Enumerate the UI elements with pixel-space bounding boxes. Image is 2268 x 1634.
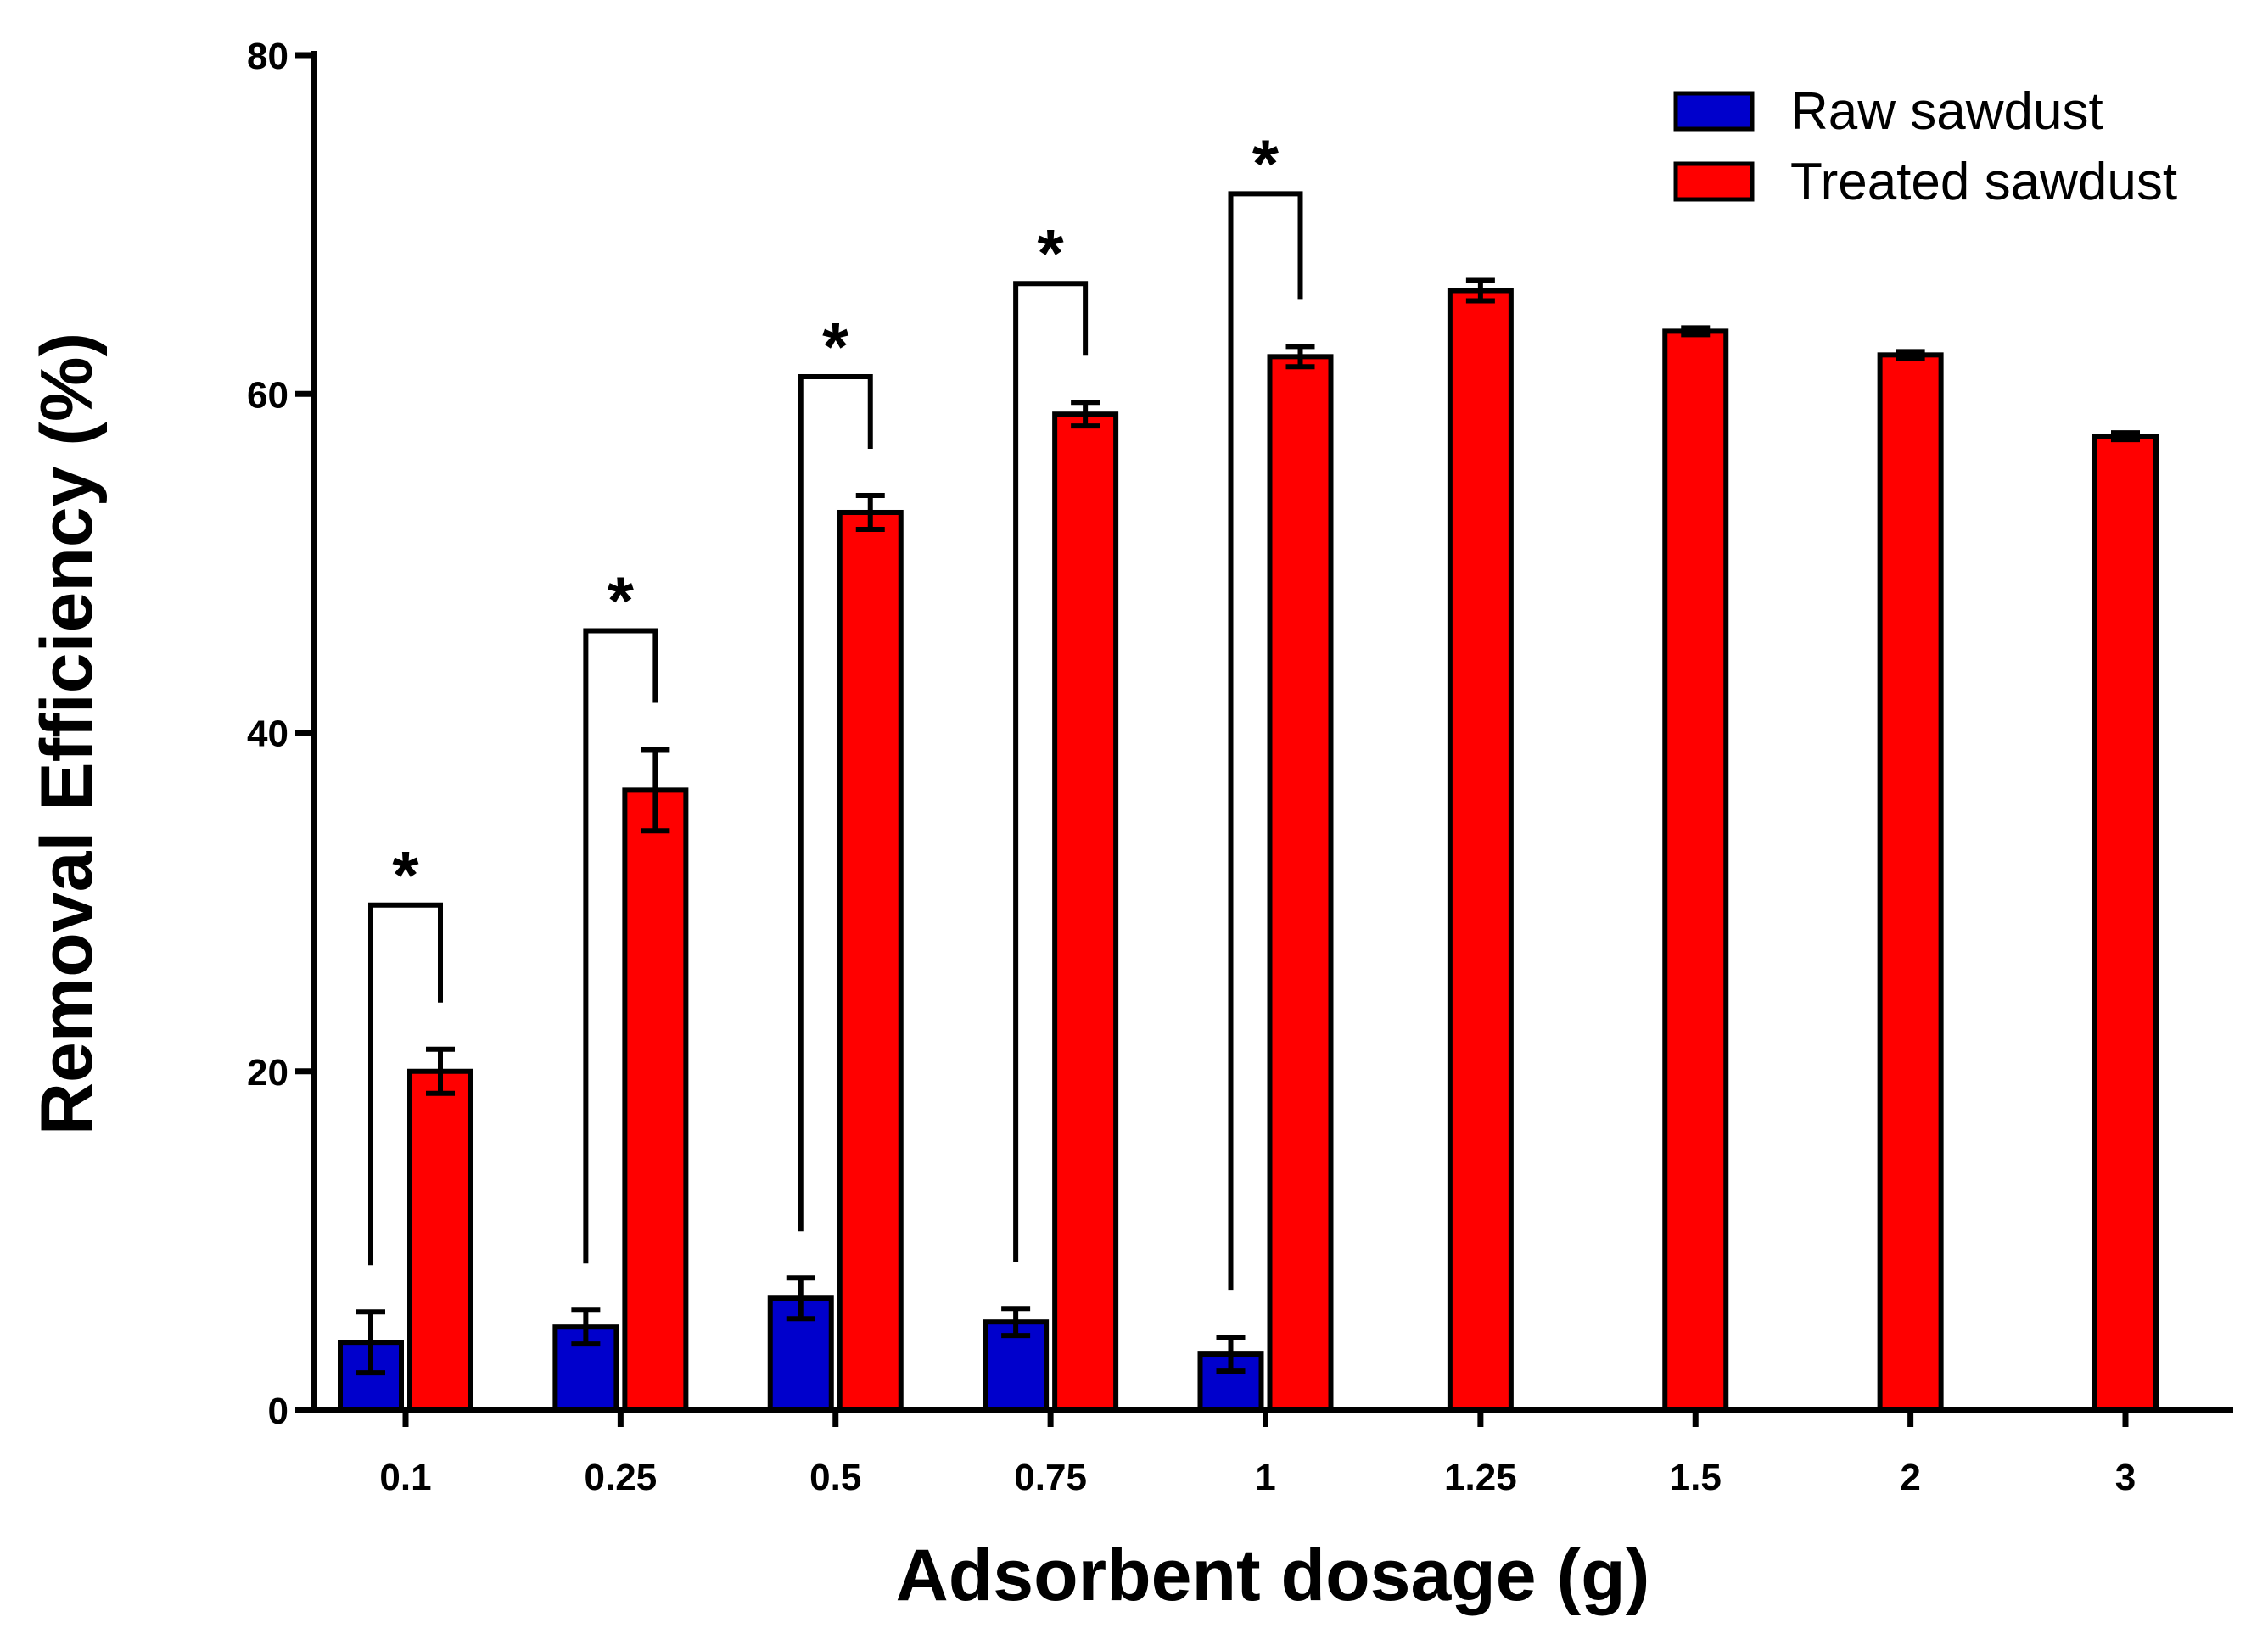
bars-layer [338,277,2159,1413]
y-axis-title: Removal Efficiency (%) [26,333,108,1135]
significance-star: * [392,837,419,913]
x-tick-label: 0.75 [1014,1457,1087,1498]
bar [1267,354,1334,1413]
bar [407,1068,473,1413]
significance-bracket [1013,281,1089,1262]
legend: Raw sawdust Treated sawdust [1673,82,2177,211]
significance-layer: * * * * * [368,126,1303,1291]
bar [1662,328,1729,1413]
x-tick-label: 0.1 [379,1457,431,1498]
ticks-layer: 0 20 40 60 80 0.1 0.25 0.5 0.75 1 1.25 1.5 2 3 [247,36,2136,1498]
y-tick-label: 80 [247,36,288,77]
x-tick-label: 1.5 [1670,1457,1722,1498]
bar [2092,434,2159,1413]
x-tick-label: 0.5 [809,1457,861,1498]
significance-bracket [368,902,443,1266]
legend-label-raw: Raw sawdust [1790,82,2103,141]
significance-bracket [583,628,658,1264]
x-axis-title: Adsorbent dosage (g) [896,1535,1650,1616]
significance-bracket [1228,191,1303,1291]
bar [622,787,689,1413]
bar [1052,411,1119,1413]
y-tick-label: 60 [247,374,288,416]
x-tick-label: 3 [2115,1457,2136,1498]
x-tick-label: 1.25 [1444,1457,1517,1498]
legend-swatch-treated [1673,161,1755,202]
significance-bracket [798,374,873,1232]
legend-swatch-raw [1673,91,1755,132]
bar [1877,352,1944,1413]
legend-label-treated: Treated sawdust [1790,153,2177,211]
significance-star: * [1038,215,1065,291]
y-tick-label: 40 [247,713,288,755]
bar [837,509,904,1413]
significance-star: * [608,562,635,638]
y-tick-label: 0 [268,1391,288,1432]
x-tick-label: 1 [1255,1457,1275,1498]
bar [1447,288,1514,1413]
x-tick-label: 0.25 [585,1457,658,1498]
significance-star: * [1252,126,1280,201]
significance-star: * [822,309,849,384]
x-tick-label: 2 [1900,1457,1920,1498]
y-tick-label: 20 [247,1052,288,1094]
